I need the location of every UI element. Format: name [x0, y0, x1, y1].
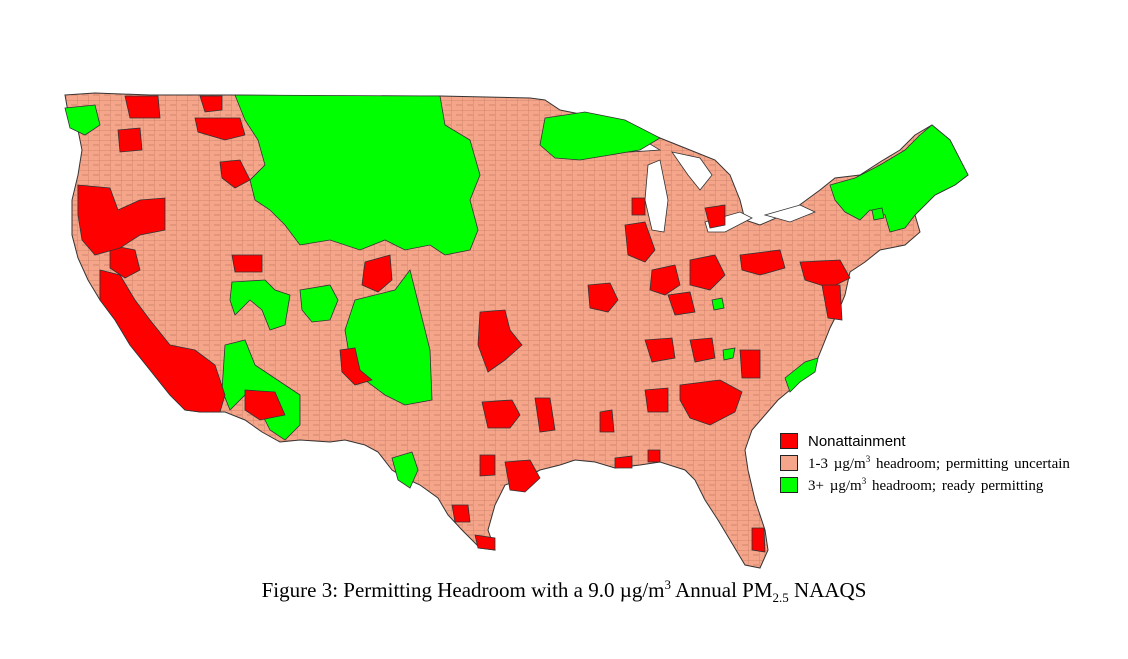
- legend-swatch-ready: [780, 477, 798, 493]
- legend-label-uncertain: 1-3 µg/m3 headroom; permitting uncertain: [808, 453, 1070, 472]
- legend-item-uncertain: 1-3 µg/m3 headroom; permitting uncertain: [780, 452, 1070, 474]
- legend-label-ready: 3+ µg/m3 headroom; ready permitting: [808, 475, 1044, 494]
- map-legend: Nonattainment 1-3 µg/m3 headroom; permit…: [780, 430, 1070, 496]
- legend-label-nonattainment: Nonattainment: [808, 432, 906, 450]
- legend-item-ready: 3+ µg/m3 headroom; ready permitting: [780, 474, 1070, 496]
- legend-swatch-uncertain: [780, 455, 798, 471]
- nonattainment-regions: [77, 95, 851, 553]
- ready-regions: [64, 94, 969, 489]
- map-svg: [64, 92, 969, 569]
- us-county-map: [64, 92, 969, 569]
- legend-swatch-nonattainment: [780, 433, 798, 449]
- figure-caption: Figure 3: Permitting Headroom with a 9.0…: [261, 577, 867, 606]
- county-grid: [65, 93, 968, 568]
- legend-item-nonattainment: Nonattainment: [780, 430, 1070, 452]
